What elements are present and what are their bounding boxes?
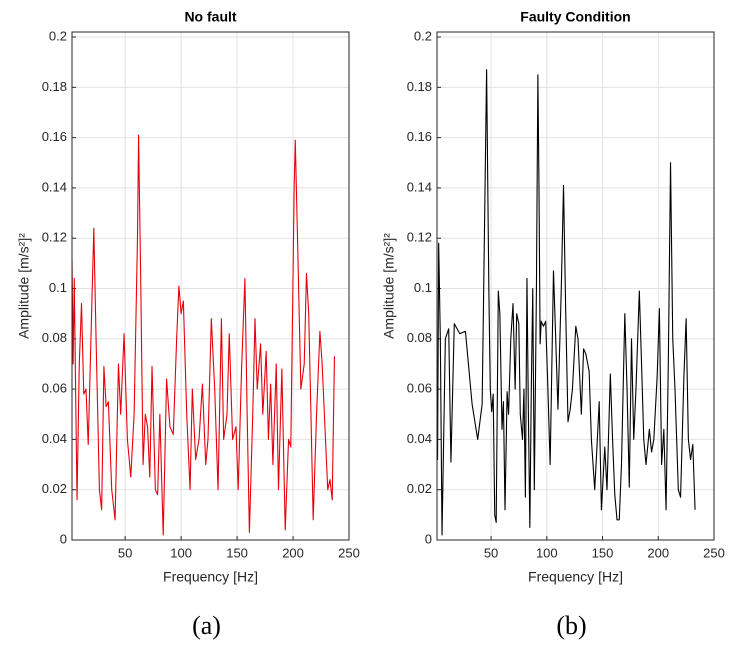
x-tick-label: 150 (592, 545, 614, 560)
y-tick-label: 0.2 (414, 28, 432, 43)
y-tick-label: 0.04 (42, 431, 67, 446)
y-tick-label: 0.14 (42, 179, 67, 194)
axes-frame (436, 31, 715, 541)
y-tick-label: 0.2 (49, 28, 67, 43)
x-tick-label: 150 (226, 545, 248, 560)
y-tick-label: 0.12 (42, 230, 67, 245)
y-tick-label: 0.06 (407, 381, 432, 396)
y-tick-label: 0.16 (42, 129, 67, 144)
y-tick-label: 0 (60, 531, 67, 546)
y-tick-label: 0.12 (407, 230, 432, 245)
y-tick-label: 0.14 (407, 179, 432, 194)
y-tick-label: 0.18 (407, 79, 432, 94)
x-tick-label: 50 (484, 545, 498, 560)
y-tick-label: 0.08 (407, 330, 432, 345)
x-tick-label: 50 (118, 545, 132, 560)
x-tick-label: 100 (170, 545, 192, 560)
x-axis-label: Frequency [Hz] (528, 569, 623, 585)
y-tick-label: 0.06 (42, 381, 67, 396)
data-line (71, 134, 335, 536)
chart-title: No fault (184, 9, 236, 25)
x-tick-label: 200 (647, 545, 669, 560)
y-tick-label: 0.16 (407, 129, 432, 144)
x-tick-label: 200 (282, 545, 304, 560)
y-tick-label: 0.1 (49, 280, 67, 295)
subplot: 0 0.02 0.04 0.06 0.08 0.1 0.12 0.14 0.16 0.18 0.2 5… (16, 9, 360, 640)
y-axis-label: Amplitude [m/s²]² (381, 233, 397, 339)
x-tick-label: 250 (338, 545, 360, 560)
y-tick-label: 0.18 (42, 79, 67, 94)
y-tick-label: 0.1 (414, 280, 432, 295)
y-tick-label: 0.04 (407, 431, 432, 446)
chart-title: Faulty Condition (520, 9, 630, 25)
y-tick-label: 0 (425, 531, 432, 546)
y-tick-label: 0.02 (407, 481, 432, 496)
x-tick-label: 100 (536, 545, 558, 560)
y-tick-label: 0.02 (42, 481, 67, 496)
data-line (436, 69, 696, 536)
x-tick-label: 250 (703, 545, 725, 560)
subplot: 0 0.02 0.04 0.06 0.08 0.1 0.12 0.14 0.16 0.18 0.2 5… (381, 9, 725, 640)
caption: (a) (192, 611, 221, 640)
axes-frame (71, 31, 350, 541)
y-axis-label: Amplitude [m/s²]² (16, 233, 32, 339)
x-axis-label: Frequency [Hz] (163, 569, 258, 585)
caption: (b) (556, 611, 586, 640)
y-tick-label: 0.08 (42, 330, 67, 345)
